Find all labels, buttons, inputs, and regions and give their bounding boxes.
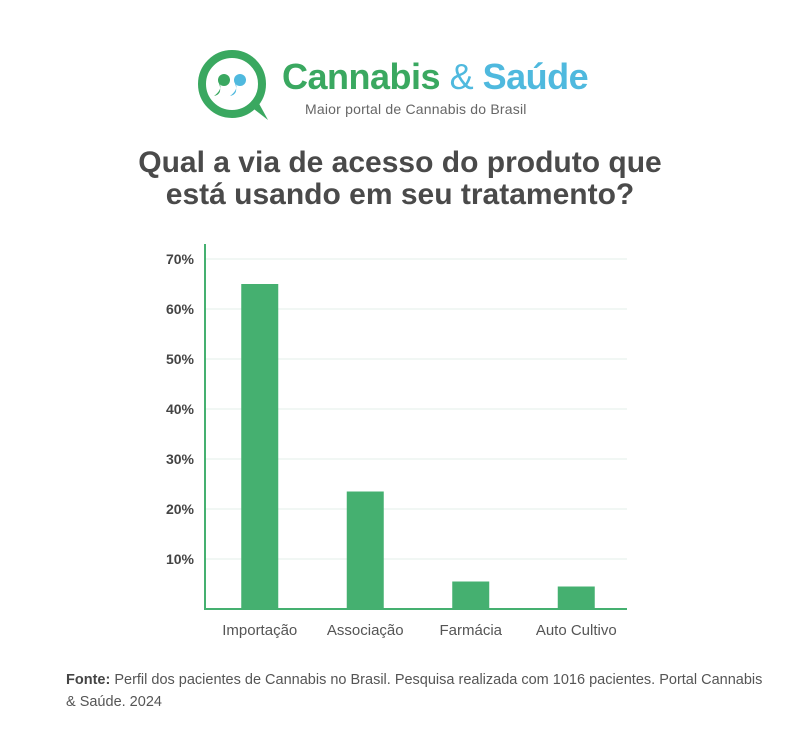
- brand-name-part1: Cannabis: [282, 56, 441, 97]
- bar: [346, 491, 384, 609]
- y-tick-label: 70%: [166, 251, 195, 267]
- y-tick-label: 40%: [166, 401, 195, 417]
- chart-title: Qual a via de acesso do produto que está…: [40, 147, 760, 211]
- bar: [557, 586, 595, 609]
- x-tick-label: Farmácia: [439, 622, 502, 639]
- y-tick-label: 60%: [166, 301, 195, 317]
- brand-name: Cannabis & Saúde: [282, 56, 589, 98]
- chart-title-line1: Qual a via de acesso do produto que: [138, 146, 662, 179]
- y-tick-label: 50%: [166, 351, 195, 367]
- x-tick-label: Importação: [222, 622, 297, 639]
- source-text: Perfil dos pacientes de Cannabis no Bras…: [66, 672, 763, 710]
- brand-logo: Cannabis & Saúde Maior portal de Cannabi…: [198, 50, 608, 122]
- source-note: Fonte: Perfil dos pacientes de Cannabis …: [66, 669, 766, 713]
- brand-name-part2: Saúde: [482, 56, 589, 97]
- brand-name-amp: &: [449, 56, 474, 97]
- source-label: Fonte:: [66, 672, 111, 688]
- x-tick-label: Auto Cultivo: [536, 622, 617, 639]
- chart-title-line2: está usando em seu tratamento?: [165, 178, 635, 211]
- bar: [452, 581, 490, 609]
- y-tick-label: 30%: [166, 451, 195, 467]
- x-tick-label: Associação: [327, 622, 404, 639]
- quote-bubble-icon: [198, 50, 268, 120]
- y-tick-label: 10%: [166, 551, 195, 567]
- y-tick-label: 20%: [166, 501, 195, 517]
- bar: [241, 284, 279, 609]
- brand-tagline: Maior portal de Cannabis do Brasil: [305, 101, 527, 117]
